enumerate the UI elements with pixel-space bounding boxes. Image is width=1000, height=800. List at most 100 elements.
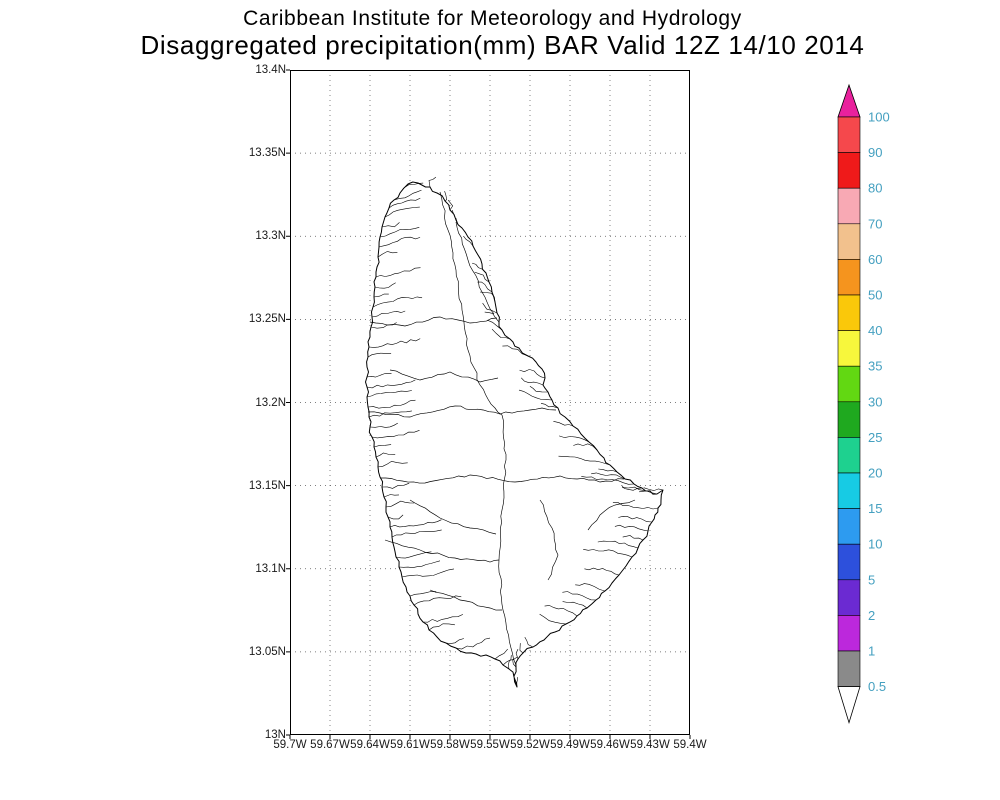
basin-boundary (591, 472, 626, 480)
colorbar-segment (837, 472, 861, 509)
watershed-divide (429, 589, 503, 611)
basin-boundary (413, 595, 462, 606)
basin-boundary (575, 583, 606, 592)
colorbar-segment (837, 579, 861, 616)
y-tick-label: 13.4N (255, 64, 286, 76)
basin-boundary (378, 236, 421, 248)
colorbar-label: 1 (868, 644, 875, 659)
colorbar-label: 5 (868, 572, 875, 587)
colorbar-label: 0.5 (868, 679, 886, 694)
basin-boundary (375, 267, 421, 278)
basin-boundary (614, 524, 649, 532)
basin-boundary (451, 209, 457, 221)
colorbar-segment (837, 116, 861, 153)
colorbar-label: 25 (868, 430, 882, 445)
basin-boundary (367, 352, 392, 358)
x-tick-label: 59.43W (630, 739, 670, 751)
basin-boundary (447, 199, 454, 211)
institution-title: Caribbean Institute for Meteorology and … (243, 7, 742, 30)
basin-boundary (622, 535, 644, 541)
basin-boundary (502, 655, 512, 666)
basin-boundary (381, 482, 410, 489)
watershed-divide (439, 191, 503, 416)
basin-boundary (387, 514, 404, 520)
basin-boundary (371, 430, 420, 439)
basin-boundary (562, 601, 588, 609)
basin-boundary (524, 636, 534, 648)
colorbar-segment (837, 259, 861, 296)
basin-boundary (372, 296, 423, 308)
x-tick-label: 59.46W (590, 739, 630, 751)
colorbar-segment (837, 152, 861, 189)
colorbar-label: 90 (868, 145, 882, 160)
basin-boundary (369, 422, 398, 428)
basin-boundary (573, 443, 598, 451)
basin-boundary (618, 515, 653, 523)
basin-boundary (558, 455, 611, 466)
basin-boundary (553, 421, 574, 427)
colorbar-segment (837, 508, 861, 545)
colorbar-segment (837, 437, 861, 474)
colorbar-segment (837, 223, 861, 260)
y-tick-label: 13N (264, 729, 286, 741)
basin-boundary (612, 502, 659, 510)
basin-boundary (388, 197, 421, 209)
basin-boundary (371, 310, 406, 318)
colorbar-segment (837, 294, 861, 331)
basin-boundary (463, 235, 474, 247)
watershed-divide (367, 405, 557, 418)
colorbar-label: 30 (868, 394, 882, 409)
basin-boundary (643, 487, 664, 491)
x-tick-label: 59.67W (310, 739, 350, 751)
basin-boundary (366, 390, 412, 398)
basin-boundary (373, 293, 389, 298)
colorbar-arrow-under (837, 686, 861, 724)
x-tick-label: 59.49W (550, 739, 590, 751)
basin-boundary (519, 369, 546, 379)
basin-boundary (516, 677, 519, 688)
coastline (365, 181, 664, 688)
colorbar-label: 10 (868, 537, 882, 552)
colorbar-segment (837, 650, 861, 687)
basin-boundary (544, 605, 578, 617)
basin-boundary (584, 567, 620, 576)
barbados-watershed-map (286, 69, 691, 739)
basin-boundary (598, 468, 618, 473)
colorbar-segment (837, 401, 861, 438)
y-tick-label: 13.15N (248, 479, 286, 492)
basin-boundary (445, 638, 464, 644)
basin-boundary (428, 623, 455, 631)
colorbar-label: 35 (868, 359, 882, 374)
basin-boundary (377, 251, 398, 258)
basin-boundary (539, 613, 567, 625)
colorbar-label: 15 (868, 501, 882, 516)
basin-boundary (374, 282, 396, 289)
basin-boundary (474, 271, 490, 283)
basin-boundary (428, 176, 437, 188)
basin-boundary (366, 379, 416, 389)
y-tick-label: 13.1N (255, 562, 286, 575)
basin-boundary (444, 191, 448, 202)
basin-boundary (562, 591, 597, 601)
basin-boundary (395, 551, 432, 559)
product-title: Disaggregated precipitation(mm) BAR Vali… (140, 30, 865, 60)
basin-boundary (480, 291, 496, 303)
basin-boundary (519, 643, 524, 654)
basin-boundary (377, 460, 408, 468)
y-tick-label: 13.35N (248, 147, 286, 160)
watershed-divide (455, 221, 495, 315)
basin-boundary (422, 614, 464, 623)
basin-boundary (391, 529, 442, 538)
x-tick-label: 59.4W (673, 739, 707, 751)
watershed-divide (380, 474, 625, 484)
basin-boundary (494, 648, 508, 660)
colorbar-arrow-over (837, 83, 861, 118)
basin-boundary (491, 328, 511, 340)
watershed-divide (587, 499, 636, 531)
watershed-divide (498, 414, 517, 671)
basin-boundary (581, 476, 635, 485)
basin-boundary (375, 452, 396, 458)
colorbar-label: 50 (868, 288, 882, 303)
x-tick-label: 59.64W (350, 739, 390, 751)
